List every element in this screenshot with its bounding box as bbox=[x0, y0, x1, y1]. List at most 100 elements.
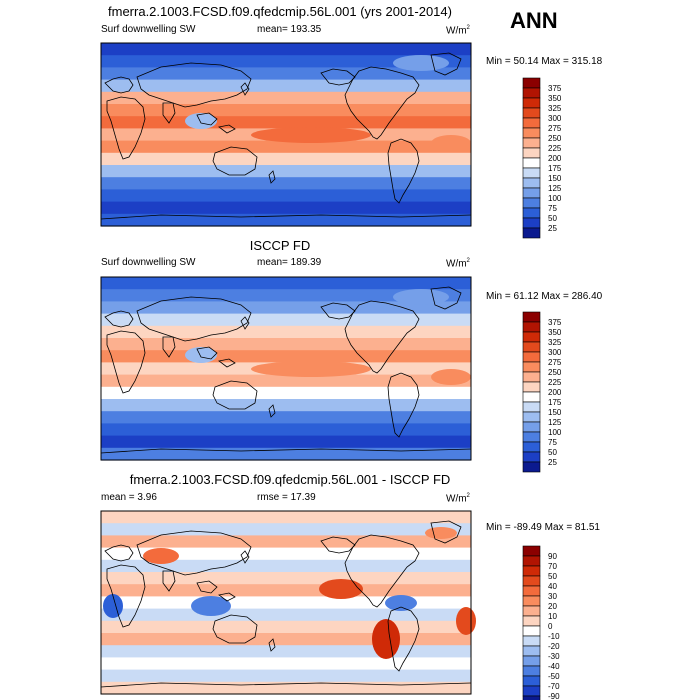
panel1-lat-band bbox=[101, 116, 471, 129]
panel3-colorbar-label: -20 bbox=[548, 642, 560, 651]
panel3-colorbar-box bbox=[522, 635, 541, 647]
panel2-variable-label: Surf downwelling SW bbox=[101, 257, 196, 268]
panel1-colorbar-box bbox=[522, 107, 541, 119]
panel3-colorbar-label: 30 bbox=[548, 592, 557, 601]
panel2-colorbar-label: 350 bbox=[548, 328, 562, 337]
panel2-lat-band bbox=[101, 423, 471, 437]
panel1-colorbar-box bbox=[522, 217, 541, 229]
panel1-colorbar-label: 375 bbox=[548, 84, 562, 93]
season-label: ANN bbox=[510, 8, 558, 33]
panel1-lat-band bbox=[101, 177, 471, 190]
panel1-colorbar-box bbox=[522, 207, 541, 219]
panel2-units: W/m2 bbox=[446, 258, 470, 270]
panel2-colorbar-box bbox=[522, 401, 541, 413]
panel2-lat-band bbox=[101, 374, 471, 388]
panel3-colorbar-box bbox=[522, 665, 541, 677]
panel3-lat-band bbox=[101, 608, 471, 622]
panel3-colorbar-label: -10 bbox=[548, 632, 560, 641]
panel1-colorbar-box bbox=[522, 87, 541, 99]
panel3-lat-band bbox=[101, 523, 471, 536]
panel2-lat-band bbox=[101, 325, 471, 339]
panel3-units: W/m2 bbox=[446, 493, 470, 505]
panel3-colorbar-label: -30 bbox=[548, 652, 560, 661]
panel3-colorbar-label: -90 bbox=[548, 692, 560, 700]
panel1-colorbar-label: 225 bbox=[548, 144, 562, 153]
panel3-colorbar-box bbox=[522, 615, 541, 627]
panel1-units: W/m2 bbox=[446, 25, 470, 37]
panel3-field-feature bbox=[103, 594, 123, 618]
panel1-colorbar-box bbox=[522, 177, 541, 189]
panel1-map-frame bbox=[100, 42, 472, 227]
panel3-colorbar-label: 70 bbox=[548, 562, 557, 571]
panel2-colorbar-box bbox=[522, 461, 541, 473]
panel1-lat-band bbox=[101, 140, 471, 154]
panel3-colorbar-label: 0 bbox=[548, 622, 553, 631]
panel1-lat-band bbox=[101, 165, 471, 178]
panel1-colorbar-label: 125 bbox=[548, 184, 562, 193]
panel2-colorbar-box bbox=[522, 411, 541, 423]
panel3-lat-band bbox=[101, 511, 471, 524]
panel3-field-feature bbox=[372, 619, 400, 659]
panel2-lat-band bbox=[101, 447, 471, 461]
panel2-lat-band bbox=[101, 338, 471, 351]
panel2-colorbar-label: 300 bbox=[548, 348, 562, 357]
panel3-colorbar-box bbox=[522, 605, 541, 617]
panel3-colorbar-box bbox=[522, 625, 541, 637]
panel3-colorbar-box bbox=[522, 685, 541, 697]
panel1-colorbar-box bbox=[522, 197, 541, 209]
panel2-field-feature bbox=[251, 361, 371, 377]
panel1-colorbar-label: 300 bbox=[548, 114, 562, 123]
panel2-colorbar-label: 175 bbox=[548, 398, 562, 407]
panel3-lat-band bbox=[101, 657, 471, 671]
panel3-lat-band bbox=[101, 535, 471, 549]
panel3-field-feature bbox=[456, 607, 476, 635]
panel2-map bbox=[100, 276, 472, 461]
panel3-colorbar-box bbox=[522, 565, 541, 577]
panel2-colorbar: 3753503253002752502252001751501251007550… bbox=[522, 311, 562, 473]
panel1-mean-label: mean= 193.35 bbox=[257, 24, 322, 35]
panel2-colorbar-box bbox=[522, 331, 541, 343]
panel2-colorbar-label: 325 bbox=[548, 338, 562, 347]
panel2-lat-band bbox=[101, 301, 471, 315]
panel2-lat-band bbox=[101, 289, 471, 302]
panel1-lat-band bbox=[101, 91, 471, 105]
panel3-colorbar-label: 50 bbox=[548, 572, 557, 581]
panel3-colorbar-label: -70 bbox=[548, 682, 560, 691]
panel3-map bbox=[100, 510, 476, 695]
panel2-colorbar-box bbox=[522, 311, 541, 323]
panel2-colorbar-label: 25 bbox=[548, 458, 557, 467]
panel3-field-feature bbox=[191, 596, 231, 616]
panel2-colorbar-box bbox=[522, 361, 541, 373]
panel1-colorbar-box bbox=[522, 77, 541, 89]
panel1-colorbar-label: 50 bbox=[548, 214, 557, 223]
panel1-colorbar-box bbox=[522, 187, 541, 199]
panel3-colorbar-label: 20 bbox=[548, 602, 557, 611]
panel2-colorbar-label: 275 bbox=[548, 358, 562, 367]
panel2-lat-band bbox=[101, 350, 471, 363]
panel3-lat-band bbox=[101, 620, 471, 634]
panel2-colorbar-box bbox=[522, 381, 541, 393]
panel1-field-feature bbox=[251, 127, 371, 143]
panel3-colorbar-label: -40 bbox=[548, 662, 560, 671]
panel1-colorbar: 3753503253002752502252001751501251007550… bbox=[522, 77, 562, 239]
panel1-lat-band bbox=[101, 104, 471, 117]
panel3-colorbar-box bbox=[522, 675, 541, 687]
panel3-colorbar-label: 90 bbox=[548, 552, 557, 561]
panel1-lat-band bbox=[101, 189, 471, 203]
panel2-lat-band bbox=[101, 386, 471, 400]
panel1-colorbar-label: 175 bbox=[548, 164, 562, 173]
panel3-lat-band bbox=[101, 645, 471, 658]
panel2-colorbar-box bbox=[522, 371, 541, 383]
panel1-lat-band bbox=[101, 201, 471, 215]
panel2-colorbar-box bbox=[522, 431, 541, 443]
panel2-minmax: Min = 61.12 Max = 286.40 bbox=[486, 291, 603, 302]
panel2-colorbar-label: 50 bbox=[548, 448, 557, 457]
panel3-colorbar-box bbox=[522, 655, 541, 667]
panel2-lat-band bbox=[101, 411, 471, 424]
panel3-minmax: Min = -89.49 Max = 81.51 bbox=[486, 522, 600, 533]
panel1-lat-band bbox=[101, 213, 471, 227]
panel2-colorbar-box bbox=[522, 321, 541, 333]
panel2-field-feature bbox=[393, 289, 449, 305]
